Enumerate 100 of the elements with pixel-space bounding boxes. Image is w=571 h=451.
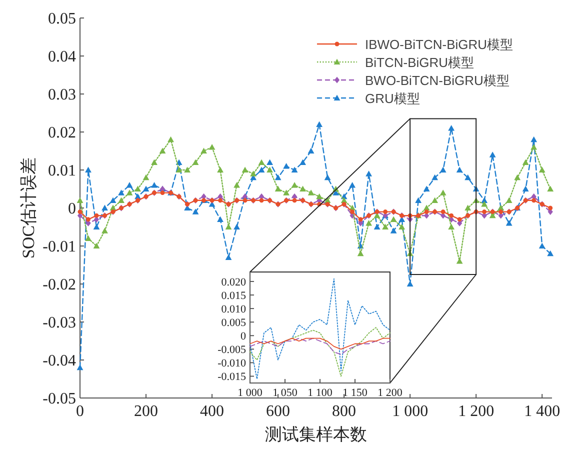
point	[440, 166, 446, 173]
point	[390, 216, 397, 222]
point	[192, 159, 199, 165]
point	[415, 197, 422, 203]
point	[217, 216, 224, 222]
point	[283, 190, 290, 196]
point	[151, 182, 158, 188]
point	[86, 217, 90, 222]
point	[200, 148, 207, 154]
point	[398, 224, 406, 230]
point	[93, 242, 100, 249]
point	[390, 228, 397, 234]
y-tick-label: -0.03	[42, 314, 76, 332]
x-tick-label: 1 000	[238, 387, 263, 399]
point	[184, 166, 190, 173]
point	[217, 166, 224, 173]
point	[218, 198, 223, 203]
point	[406, 280, 414, 287]
point	[424, 210, 429, 214]
point	[548, 206, 553, 210]
x-tick-label: 1 050	[272, 387, 298, 399]
point	[432, 197, 438, 203]
point	[349, 182, 356, 188]
x-axis-title: 测试集样本数	[265, 425, 367, 444]
y-tick-label: 0.010	[221, 303, 246, 316]
point	[102, 228, 108, 234]
x-tick-label: 1 200	[458, 403, 494, 420]
point	[94, 213, 99, 218]
x-tick-label: 1 000	[392, 403, 428, 420]
point	[423, 186, 430, 192]
point	[357, 250, 364, 256]
y-tick-label: -0.04	[42, 352, 76, 370]
point	[449, 213, 454, 218]
x-tick-label: 400	[200, 403, 224, 420]
point	[118, 190, 124, 196]
y-tick-label: -0.05	[42, 390, 76, 408]
point	[324, 174, 331, 180]
point	[374, 224, 380, 230]
point	[208, 144, 216, 150]
point	[448, 125, 455, 131]
x-tick-label: 1 150	[342, 387, 368, 399]
point	[464, 204, 472, 211]
legend-label: IBWO-BiTCN-BiGRU模型	[365, 37, 514, 52]
point	[522, 159, 529, 165]
point	[530, 144, 538, 150]
point	[489, 152, 496, 158]
point	[242, 198, 248, 203]
point	[482, 210, 487, 214]
point	[481, 201, 488, 207]
point	[110, 197, 116, 203]
point	[274, 186, 282, 192]
x-tick-label: 200	[134, 403, 158, 420]
y-tick-label: -0.015	[218, 371, 246, 384]
point	[234, 182, 240, 188]
y-tick-label: 0	[68, 200, 76, 218]
y-tick-label: -0.01	[42, 238, 76, 256]
point	[448, 224, 455, 230]
point	[506, 220, 512, 226]
y-tick-label: 0.03	[48, 86, 76, 104]
point	[456, 258, 463, 264]
point	[266, 166, 273, 173]
x-tick-label: 600	[266, 403, 290, 420]
point	[440, 190, 446, 196]
point	[258, 166, 265, 173]
legend-label: BWO-BiTCN-BiGRU模型	[365, 73, 510, 88]
y-axis-title: SOC估计误差	[19, 157, 38, 259]
point	[532, 198, 536, 203]
legend-label: BiTCN-BiGRU模型	[365, 55, 474, 70]
point	[102, 204, 108, 211]
point	[159, 148, 166, 154]
point	[506, 197, 512, 203]
y-tick-label: 0.015	[221, 290, 246, 302]
y-tick-label: 0.005	[221, 316, 246, 329]
y-tick-label: 0.01	[48, 162, 76, 180]
point	[358, 217, 363, 222]
point	[530, 136, 538, 142]
point	[308, 190, 314, 196]
y-tick-label: 0.02	[48, 124, 76, 142]
point	[498, 210, 504, 214]
point	[192, 208, 199, 214]
point	[85, 235, 92, 241]
point	[457, 217, 462, 222]
point	[283, 163, 290, 169]
point	[93, 224, 100, 230]
point	[547, 186, 554, 192]
point	[292, 198, 297, 203]
point	[259, 198, 264, 203]
x-tick-label: 800	[332, 403, 356, 420]
y-tick-label: -0.010	[218, 358, 246, 370]
x-tick-label: 1 100	[308, 387, 333, 399]
point	[456, 166, 463, 173]
point	[142, 186, 150, 192]
point	[514, 174, 521, 180]
line-series	[250, 338, 390, 350]
point	[168, 136, 174, 142]
point	[382, 224, 389, 230]
point	[464, 174, 472, 180]
point	[250, 170, 256, 176]
y-tick-label: 0.04	[48, 48, 76, 66]
point	[291, 166, 298, 173]
